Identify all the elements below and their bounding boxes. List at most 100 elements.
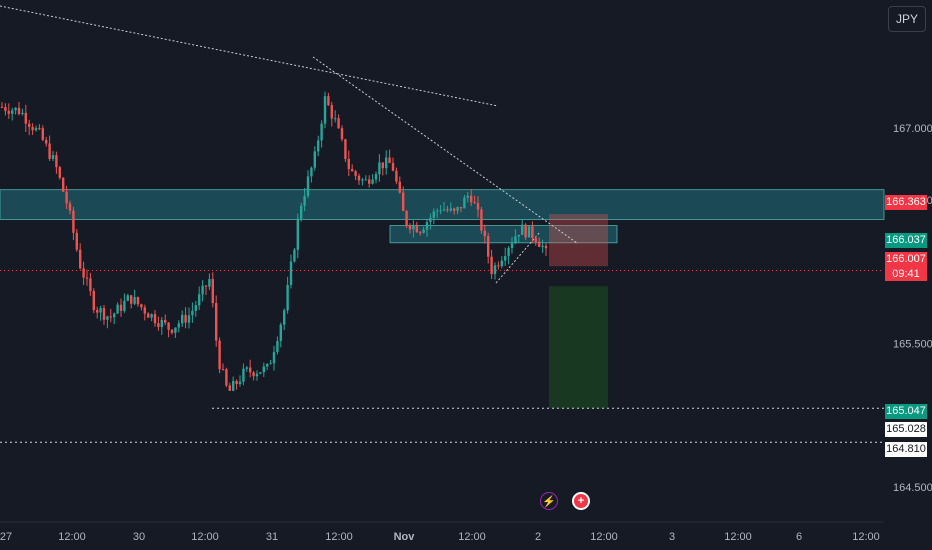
candle-body <box>150 314 153 318</box>
candle-body <box>453 208 456 211</box>
candle-body <box>541 245 544 247</box>
candle-body <box>85 277 89 279</box>
candle-body <box>422 229 425 233</box>
candle-body <box>136 297 140 305</box>
candle-body <box>300 205 303 219</box>
candle-body <box>388 157 391 163</box>
candle-body <box>262 366 265 373</box>
candle-body <box>313 151 316 168</box>
candle-body <box>419 232 422 234</box>
time-tick-label: 12:00 <box>191 531 219 543</box>
candle-body <box>130 295 133 304</box>
sr-zone-2 <box>389 225 618 244</box>
candle-body <box>116 304 119 314</box>
time-tick-label: 12:00 <box>458 531 486 543</box>
candle-body <box>395 170 398 182</box>
candle-body <box>534 237 537 242</box>
candle-body <box>327 96 330 106</box>
candle-body <box>507 248 510 257</box>
time-tick-label: 30 <box>133 531 145 543</box>
candle-body <box>378 162 381 175</box>
candle-body <box>194 305 197 311</box>
candle-body <box>371 179 374 184</box>
candle-body <box>391 162 395 171</box>
candle-body <box>143 307 146 314</box>
candle-body <box>153 314 157 324</box>
candle-body <box>354 171 357 176</box>
candle-body <box>323 96 327 124</box>
candle-body <box>490 256 493 275</box>
candle-body <box>402 192 405 211</box>
candle-body <box>48 143 51 159</box>
candle-body <box>41 128 44 140</box>
candle-body <box>531 226 534 238</box>
candle-body <box>385 157 388 169</box>
candle-body <box>463 197 466 209</box>
currency-button[interactable]: JPY <box>888 6 926 32</box>
time-tick-label: 12:00 <box>724 531 752 543</box>
candle-body <box>483 230 486 237</box>
candle-body <box>126 295 129 301</box>
candle-body <box>310 167 313 177</box>
trendline-upper <box>0 5 499 107</box>
candle-body <box>58 167 61 178</box>
lightning-icon[interactable]: ⚡ <box>540 492 558 510</box>
candle-body <box>487 236 490 257</box>
candle-body <box>68 203 72 211</box>
candle-body <box>157 323 160 327</box>
candle-body <box>225 369 228 386</box>
candle-body <box>34 128 38 131</box>
candle-body <box>347 158 350 170</box>
candle-body <box>255 373 259 377</box>
candle-body <box>167 322 170 330</box>
sr-zone-1 <box>0 189 885 220</box>
candle-body <box>456 207 459 211</box>
candle-body <box>442 209 446 211</box>
candle-body <box>289 261 293 285</box>
candle-body <box>381 162 384 169</box>
candle-body <box>184 314 187 323</box>
candle-body <box>89 278 92 291</box>
candle-body <box>521 224 524 235</box>
time-tick-label: 12:00 <box>852 531 880 543</box>
candle-body <box>351 169 354 172</box>
candle-body <box>306 176 310 196</box>
candle-body <box>252 372 255 377</box>
candle-body <box>38 128 41 130</box>
candle-body <box>259 372 262 374</box>
candle-body <box>361 179 364 181</box>
plus-event-icon[interactable]: + <box>572 492 590 510</box>
candle-body <box>283 310 286 325</box>
candle-body <box>249 367 252 373</box>
candle-body <box>436 210 439 212</box>
candle-body <box>272 352 276 364</box>
candle-body <box>177 323 180 328</box>
time-tick-label: 3 <box>669 531 675 543</box>
candle-body <box>527 226 531 238</box>
candle-body <box>242 368 245 382</box>
price-tick-label: 164.500 <box>893 482 932 494</box>
candle-body <box>204 285 208 287</box>
candle-body <box>470 195 473 203</box>
time-tick-label: 31 <box>266 531 278 543</box>
candle-body <box>62 177 65 192</box>
candle-body <box>405 210 408 226</box>
price-tick-label: 167.000 <box>893 123 932 135</box>
time-tick-label: 12:00 <box>325 531 353 543</box>
candle-body <box>504 256 507 261</box>
candle-body <box>4 107 7 111</box>
candle-body <box>201 285 204 295</box>
candle-body <box>276 341 279 353</box>
candle-body <box>232 380 235 391</box>
candle-body <box>480 209 483 231</box>
candle-body <box>82 268 85 278</box>
time-tick-label: Nov <box>394 531 416 543</box>
candle-body <box>7 110 10 114</box>
candle-body <box>317 140 320 152</box>
candle-body <box>296 218 299 250</box>
candle-body <box>45 139 48 144</box>
price-label-target-1: 165.047 <box>885 404 927 419</box>
candle-body <box>102 308 106 320</box>
